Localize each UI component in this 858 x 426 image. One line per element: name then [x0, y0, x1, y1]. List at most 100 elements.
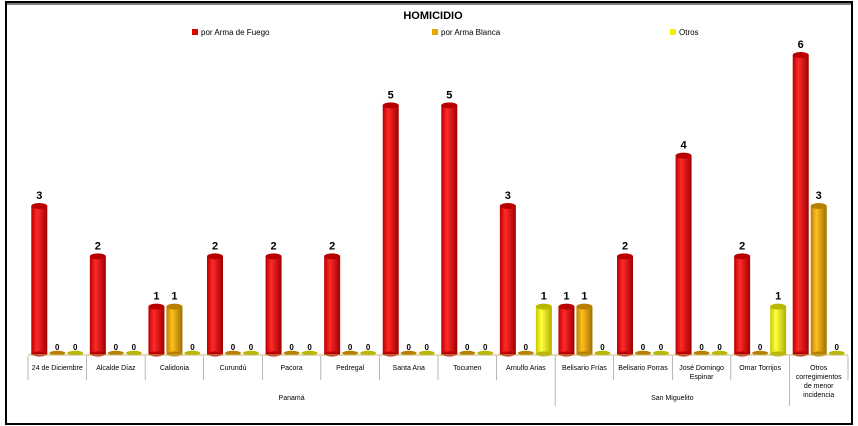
bar-zero-otros: [243, 350, 259, 356]
x-tick-label: Santa Ana: [393, 365, 425, 372]
data-label: 0: [717, 343, 722, 352]
data-label: 0: [424, 343, 429, 352]
data-label: 0: [73, 343, 78, 352]
bar-top-por-arma-blanca: [576, 303, 593, 310]
data-label: 1: [581, 291, 587, 303]
bar-base-por-arma-de-fuego: [792, 351, 809, 357]
x-tick-label: Tocumen: [453, 365, 482, 372]
bar-zero-por-arma-blanca: [517, 350, 534, 356]
bar-zero-por-arma-blanca: [342, 350, 359, 356]
bar-top-por-arma-de-fuego: [617, 253, 633, 260]
bar-zero-otros: [828, 350, 845, 356]
x-tick-label: Calidonia: [160, 365, 189, 372]
data-label: 2: [271, 240, 277, 252]
bar-zero-otros: [125, 350, 142, 356]
bar-zero-por-arma-blanca: [400, 350, 417, 356]
bar-zero-por-arma-blanca: [459, 350, 476, 356]
bars: [31, 52, 845, 357]
bar-zero-otros: [711, 350, 728, 356]
bar-top-otros: [770, 303, 787, 310]
data-label: 3: [505, 190, 511, 202]
bar-otros: [535, 306, 552, 354]
x-group-label: San Miguelito: [651, 395, 694, 402]
data-label: 1: [541, 291, 547, 303]
bar-base-por-arma-de-fuego: [324, 351, 341, 357]
data-label: 4: [681, 140, 688, 152]
legend-label: por Arma de Fuego: [201, 28, 270, 37]
bar-por-arma-de-fuego: [382, 105, 399, 354]
bar-base-por-arma-de-fuego: [148, 351, 165, 357]
legend-swatch: [432, 29, 438, 35]
bar-base-por-arma-blanca: [166, 351, 183, 357]
bar-zero-por-arma-blanca: [225, 350, 241, 356]
bar-top-por-arma-de-fuego: [382, 102, 399, 109]
bar-base-por-arma-de-fuego: [499, 351, 516, 357]
bar-por-arma-de-fuego: [675, 155, 692, 354]
x-axis: 24 de Diciembre Alcalde Díaz Calidonia Curu…: [27, 354, 849, 406]
chart-border: [5, 1, 853, 425]
bar-zero-otros: [594, 350, 611, 356]
bar-zero-por-arma-blanca: [635, 350, 651, 356]
data-label: 5: [388, 89, 394, 101]
bar-top-por-arma-de-fuego: [792, 52, 809, 58]
bar-base-por-arma-blanca: [810, 351, 827, 357]
bar-top-otros: [535, 303, 552, 310]
bar-top-por-arma-blanca: [166, 303, 183, 310]
x-tick-label: Pedregal: [336, 365, 364, 372]
data-label: 0: [699, 343, 704, 352]
data-label: 1: [563, 291, 569, 303]
bar-zero-por-arma-blanca: [107, 350, 124, 356]
bar-base-por-arma-de-fuego: [382, 351, 399, 357]
legend-swatch: [192, 29, 198, 35]
data-label: 2: [95, 240, 101, 252]
bar-base-por-arma-de-fuego: [89, 351, 106, 357]
bar-top-por-arma-de-fuego: [324, 253, 341, 260]
bar-base-por-arma-de-fuego: [441, 351, 458, 357]
data-label: 0: [406, 343, 411, 352]
bar-zero-por-arma-blanca: [752, 350, 769, 356]
data-label: 0: [834, 343, 839, 352]
bar-base-por-arma-de-fuego: [31, 351, 48, 357]
data-label: 1: [153, 291, 159, 303]
bar-base-por-arma-blanca: [576, 351, 593, 357]
data-label: 0: [132, 343, 137, 352]
chart-title: HOMICIDIO: [403, 10, 463, 22]
data-label: 3: [816, 190, 822, 202]
x-group-label: Panamá: [279, 395, 305, 402]
bar-por-arma-de-fuego: [31, 206, 48, 354]
bar-por-arma-de-fuego: [148, 306, 165, 354]
data-label: 0: [465, 343, 470, 352]
bar-por-arma-de-fuego: [89, 256, 106, 354]
bar-top-por-arma-de-fuego: [265, 253, 282, 260]
bar-por-arma-de-fuego: [441, 105, 458, 354]
bar-top-por-arma-de-fuego: [207, 253, 223, 260]
bar-zero-otros: [184, 350, 201, 356]
data-label: 0: [114, 343, 119, 352]
data-label: 6: [798, 39, 804, 51]
bar-base-por-arma-de-fuego: [207, 351, 223, 357]
data-label: 0: [600, 343, 605, 352]
data-label: 2: [739, 240, 745, 252]
bar-top-por-arma-de-fuego: [148, 303, 165, 310]
bar-top-por-arma-de-fuego: [441, 102, 458, 109]
bar-base-otros: [535, 351, 552, 357]
x-tick-label: José Domingo Espinar: [679, 365, 724, 381]
bar-top-por-arma-de-fuego: [734, 253, 751, 260]
bar-zero-por-arma-blanca: [49, 350, 66, 356]
data-label: 0: [190, 343, 195, 352]
data-label: 0: [758, 343, 763, 352]
data-label: 1: [775, 291, 781, 303]
data-label: 5: [446, 89, 452, 101]
bar-zero-por-arma-blanca: [283, 350, 300, 356]
x-tick-label: Alcalde Díaz: [96, 365, 136, 372]
bar-por-arma-de-fuego: [558, 306, 575, 354]
data-label: 2: [622, 240, 628, 252]
data-label: 0: [289, 343, 294, 352]
data-label: 1: [171, 291, 177, 303]
bar-por-arma-blanca: [576, 306, 593, 354]
bar-por-arma-blanca: [166, 306, 183, 354]
bar-base-por-arma-de-fuego: [734, 351, 751, 357]
bar-top-por-arma-de-fuego: [89, 253, 106, 260]
bar-zero-otros: [67, 350, 84, 356]
